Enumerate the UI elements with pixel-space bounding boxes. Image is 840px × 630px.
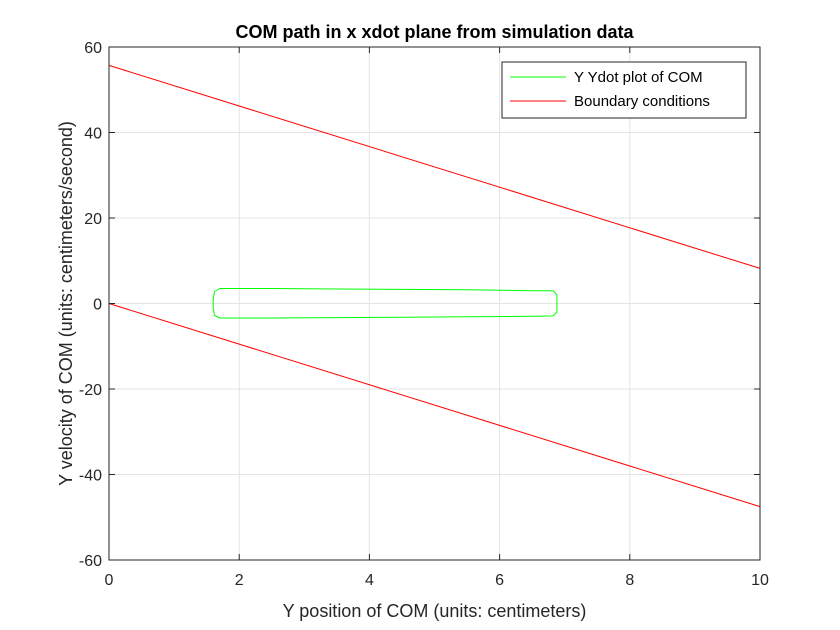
y-tick-label: 40 <box>84 126 102 143</box>
x-tick-label: 8 <box>625 572 634 589</box>
x-tick-label: 4 <box>365 572 374 589</box>
legend-label: Y Ydot plot of COM <box>574 69 703 86</box>
chart-title: COM path in x xdot plane from simulation… <box>235 22 634 42</box>
y-axis-label: Y velocity of COM (units: centimeters/se… <box>56 121 76 486</box>
y-tick-label: -40 <box>79 468 102 485</box>
x-axis-label: Y position of COM (units: centimeters) <box>283 601 587 621</box>
x-tick-label: 6 <box>495 572 504 589</box>
series-line-1 <box>108 64 761 269</box>
legend: Y Ydot plot of COM Boundary conditions <box>501 61 747 119</box>
x-tick-label: 2 <box>235 572 244 589</box>
series-line-0 <box>212 288 558 319</box>
x-tick-label: 10 <box>751 572 769 589</box>
series-line-2 <box>108 303 761 508</box>
legend-box <box>501 61 747 119</box>
y-tick-label: -60 <box>79 553 102 570</box>
y-tick-label: -20 <box>79 382 102 399</box>
x-tick-label: 0 <box>105 572 114 589</box>
y-tick-label: 0 <box>93 297 102 314</box>
legend-label: Boundary conditions <box>574 93 710 110</box>
y-tick-label: 60 <box>84 40 102 57</box>
y-tick-label: 20 <box>84 211 102 228</box>
